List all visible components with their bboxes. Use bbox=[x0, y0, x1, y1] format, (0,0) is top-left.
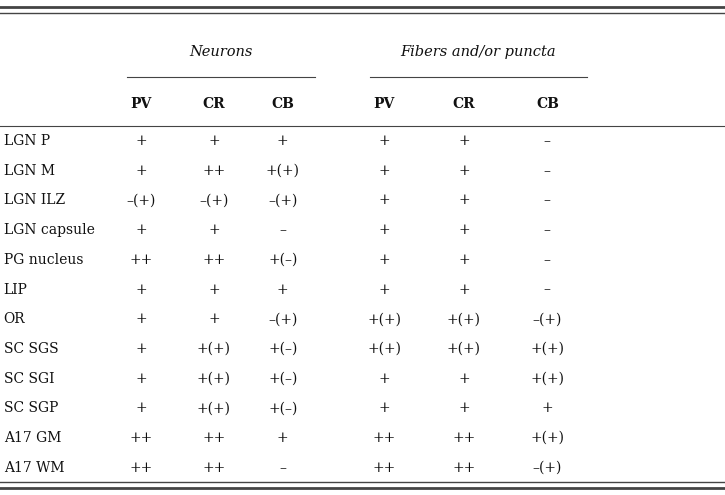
Text: +: + bbox=[378, 401, 390, 415]
Text: +: + bbox=[458, 401, 470, 415]
Text: PV: PV bbox=[130, 97, 152, 111]
Text: +(+): +(+) bbox=[531, 342, 564, 356]
Text: LGN M: LGN M bbox=[4, 164, 54, 178]
Text: +: + bbox=[208, 283, 220, 297]
Text: SC SGP: SC SGP bbox=[4, 401, 58, 415]
Text: SC SGS: SC SGS bbox=[4, 342, 58, 356]
Text: +(+): +(+) bbox=[197, 401, 231, 415]
Text: ++: ++ bbox=[373, 431, 396, 445]
Text: –: – bbox=[544, 164, 551, 178]
Text: +: + bbox=[136, 134, 147, 148]
Text: LGN ILZ: LGN ILZ bbox=[4, 194, 65, 207]
Text: –: – bbox=[279, 223, 286, 237]
Text: –(+): –(+) bbox=[127, 194, 156, 207]
Text: OR: OR bbox=[4, 312, 25, 326]
Text: +(+): +(+) bbox=[266, 164, 299, 178]
Text: +(–): +(–) bbox=[268, 253, 297, 267]
Text: Neurons: Neurons bbox=[189, 45, 253, 59]
Text: –(+): –(+) bbox=[268, 312, 297, 326]
Text: +(+): +(+) bbox=[368, 312, 401, 326]
Text: CR: CR bbox=[452, 97, 476, 111]
Text: –: – bbox=[544, 194, 551, 207]
Text: +(+): +(+) bbox=[197, 342, 231, 356]
Text: ++: ++ bbox=[202, 431, 225, 445]
Text: +: + bbox=[136, 283, 147, 297]
Text: PV: PV bbox=[373, 97, 395, 111]
Text: +: + bbox=[136, 223, 147, 237]
Text: ++: ++ bbox=[130, 253, 153, 267]
Text: +(+): +(+) bbox=[368, 342, 401, 356]
Text: +: + bbox=[458, 223, 470, 237]
Text: +: + bbox=[378, 194, 390, 207]
Text: +(–): +(–) bbox=[268, 342, 297, 356]
Text: LGN capsule: LGN capsule bbox=[4, 223, 94, 237]
Text: CR: CR bbox=[202, 97, 225, 111]
Text: ++: ++ bbox=[202, 164, 225, 178]
Text: PG nucleus: PG nucleus bbox=[4, 253, 83, 267]
Text: +: + bbox=[458, 134, 470, 148]
Text: ++: ++ bbox=[130, 461, 153, 475]
Text: +(+): +(+) bbox=[447, 342, 481, 356]
Text: Fibers and/or puncta: Fibers and/or puncta bbox=[401, 45, 556, 59]
Text: +(+): +(+) bbox=[531, 431, 564, 445]
Text: ++: ++ bbox=[452, 431, 476, 445]
Text: ++: ++ bbox=[373, 461, 396, 475]
Text: +: + bbox=[378, 283, 390, 297]
Text: +(+): +(+) bbox=[531, 372, 564, 386]
Text: +: + bbox=[378, 223, 390, 237]
Text: +: + bbox=[208, 312, 220, 326]
Text: –: – bbox=[544, 134, 551, 148]
Text: +: + bbox=[378, 253, 390, 267]
Text: –: – bbox=[544, 223, 551, 237]
Text: +: + bbox=[458, 372, 470, 386]
Text: +: + bbox=[378, 372, 390, 386]
Text: LIP: LIP bbox=[4, 283, 28, 297]
Text: +: + bbox=[136, 401, 147, 415]
Text: –(+): –(+) bbox=[268, 194, 297, 207]
Text: –(+): –(+) bbox=[533, 461, 562, 475]
Text: +: + bbox=[378, 134, 390, 148]
Text: –: – bbox=[544, 283, 551, 297]
Text: +: + bbox=[458, 194, 470, 207]
Text: +: + bbox=[136, 164, 147, 178]
Text: ++: ++ bbox=[202, 253, 225, 267]
Text: +: + bbox=[136, 342, 147, 356]
Text: –(+): –(+) bbox=[199, 194, 228, 207]
Text: +(+): +(+) bbox=[197, 372, 231, 386]
Text: +(–): +(–) bbox=[268, 372, 297, 386]
Text: +: + bbox=[208, 134, 220, 148]
Text: +: + bbox=[378, 164, 390, 178]
Text: ++: ++ bbox=[130, 431, 153, 445]
Text: +: + bbox=[136, 312, 147, 326]
Text: ++: ++ bbox=[452, 461, 476, 475]
Text: +: + bbox=[208, 223, 220, 237]
Text: A17 WM: A17 WM bbox=[4, 461, 64, 475]
Text: LGN P: LGN P bbox=[4, 134, 50, 148]
Text: –: – bbox=[544, 253, 551, 267]
Text: –(+): –(+) bbox=[533, 312, 562, 326]
Text: +(–): +(–) bbox=[268, 401, 297, 415]
Text: –: – bbox=[279, 461, 286, 475]
Text: SC SGI: SC SGI bbox=[4, 372, 54, 386]
Text: ++: ++ bbox=[202, 461, 225, 475]
Text: +: + bbox=[458, 283, 470, 297]
Text: +: + bbox=[542, 401, 553, 415]
Text: +: + bbox=[458, 164, 470, 178]
Text: CB: CB bbox=[536, 97, 559, 111]
Text: +: + bbox=[458, 253, 470, 267]
Text: +: + bbox=[277, 431, 289, 445]
Text: +: + bbox=[277, 283, 289, 297]
Text: A17 GM: A17 GM bbox=[4, 431, 61, 445]
Text: +(+): +(+) bbox=[447, 312, 481, 326]
Text: +: + bbox=[136, 372, 147, 386]
Text: CB: CB bbox=[271, 97, 294, 111]
Text: +: + bbox=[277, 134, 289, 148]
